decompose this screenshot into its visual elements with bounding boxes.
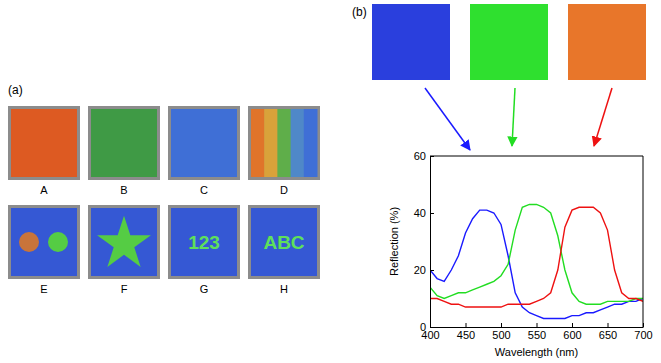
axis-line <box>430 157 431 328</box>
y-axis: 0 20 40 60 <box>414 150 434 333</box>
tick-label: 0 <box>420 321 426 333</box>
sample-label: C <box>200 184 208 196</box>
panel-label: (b) <box>352 5 367 19</box>
tick-label: 20 <box>414 264 426 276</box>
tick-label: 40 <box>414 207 426 219</box>
sample-photo <box>91 109 157 177</box>
sample: A <box>8 106 80 196</box>
sample-star <box>97 216 151 267</box>
series-line <box>430 207 643 307</box>
tick-mark <box>501 323 502 327</box>
tick: 450 <box>457 323 475 341</box>
tick: 600 <box>563 323 581 341</box>
series-line <box>430 204 643 304</box>
sample-label: E <box>40 283 47 295</box>
sample-stripe <box>264 109 278 177</box>
tick-mark <box>572 323 573 327</box>
sample-photo <box>171 109 237 177</box>
sample: F <box>88 205 160 295</box>
tick-label: 700 <box>634 329 652 341</box>
tick: 40 <box>414 207 434 219</box>
tick-label: 450 <box>457 329 475 341</box>
swatch <box>372 4 450 80</box>
sample-label: D <box>280 184 288 196</box>
sample-frame <box>8 205 80 279</box>
tick-mark <box>537 323 538 327</box>
tick-mark <box>608 323 609 327</box>
x-axis: 400450500550600650700 <box>421 323 652 341</box>
tick: 550 <box>528 323 546 341</box>
sample: D <box>248 106 320 196</box>
frame <box>643 156 644 327</box>
tick: 20 <box>414 264 434 276</box>
sample-photo <box>171 208 237 276</box>
sample-dot <box>19 232 39 252</box>
tick-mark <box>430 270 434 271</box>
sample-text: 123 <box>188 232 220 253</box>
sample: C <box>168 106 240 196</box>
plot-area <box>430 204 643 318</box>
tick: 60 <box>414 150 434 162</box>
tick-label: 600 <box>563 329 581 341</box>
arrow <box>512 88 515 146</box>
sample-photo <box>251 208 317 276</box>
tick-label: 650 <box>599 329 617 341</box>
sample-label: A <box>40 184 48 196</box>
tick-mark <box>430 213 434 214</box>
series-line <box>430 210 643 318</box>
figure: (a)ABCDEF123GABCH(b)40045050055060065070… <box>0 0 661 363</box>
panel-a: ABCDEF123GABCH <box>8 106 320 295</box>
tick: 650 <box>599 323 617 341</box>
sample-dot <box>48 232 68 252</box>
x-axis-title: Wavelength (nm) <box>495 346 578 358</box>
tick: 500 <box>492 323 510 341</box>
arrow <box>594 88 612 146</box>
arrow <box>425 88 470 150</box>
sample: E <box>8 205 80 295</box>
sample-frame <box>88 106 160 180</box>
frame <box>430 156 643 157</box>
sample-stripe <box>304 109 318 177</box>
sample-label: H <box>280 283 288 295</box>
swatch <box>568 4 646 80</box>
sample-label: F <box>121 283 128 295</box>
tick-label: 500 <box>492 329 510 341</box>
sample-frame <box>168 106 240 180</box>
swatch <box>470 4 548 80</box>
sample-label: G <box>200 283 209 295</box>
sample-frame <box>8 106 80 180</box>
tick-label: 60 <box>414 150 426 162</box>
y-axis-title: Reflection (%) <box>388 207 400 276</box>
sample-stripe <box>277 109 291 177</box>
sample-frame <box>168 205 240 279</box>
sample: 123 G <box>168 205 240 295</box>
tick-mark <box>430 156 434 157</box>
sample-frame <box>248 205 320 279</box>
sample-text: ABC <box>263 232 304 253</box>
tick-mark <box>643 323 644 327</box>
sample-photo <box>91 208 157 276</box>
sample: ABC H <box>248 205 320 295</box>
tick-mark <box>430 327 434 328</box>
tick-mark <box>466 323 467 327</box>
sample-label: B <box>120 184 127 196</box>
sample-frame <box>248 106 320 180</box>
sample-frame <box>88 205 160 279</box>
panel-label: (a) <box>8 83 23 97</box>
sample: B <box>88 106 160 196</box>
sample-photo <box>11 109 77 177</box>
sample-stripe <box>251 109 265 177</box>
tick: 700 <box>634 323 652 341</box>
sample-photo <box>11 208 77 276</box>
tick: 0 <box>420 321 434 333</box>
tick-label: 550 <box>528 329 546 341</box>
sample-stripe <box>291 109 305 177</box>
